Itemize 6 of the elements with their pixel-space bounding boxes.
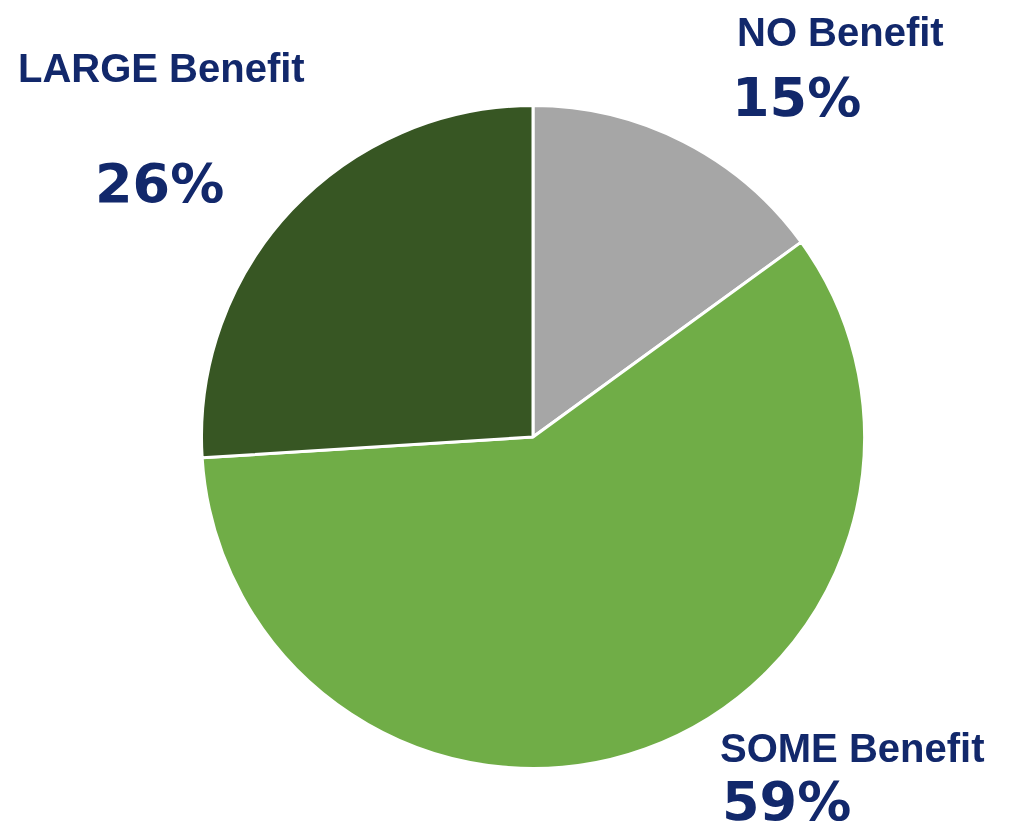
data-label: 26% [95,152,225,215]
slice-label: LARGE Benefit [18,46,305,90]
data-label: 15% [732,66,862,129]
data-label: 59% [722,770,852,827]
slice-label: SOME Benefit [720,726,985,770]
slice-label: NO Benefit [737,10,944,54]
